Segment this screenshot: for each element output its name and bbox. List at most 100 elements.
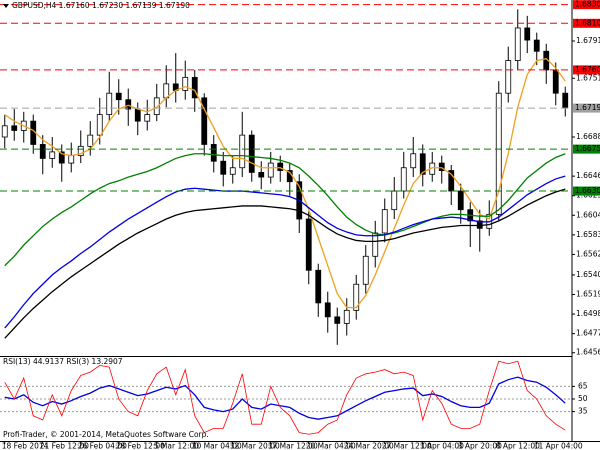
candle-body xyxy=(505,60,512,94)
y-tick-label: 1.66460 xyxy=(576,171,600,180)
moving-average xyxy=(4,188,566,339)
x-tick-label: 26 Feb 04:00 xyxy=(78,442,127,450)
x-tick-label: 3 Apr 20:00 xyxy=(458,442,502,450)
candle-body xyxy=(96,114,103,136)
candle-body xyxy=(514,27,521,61)
level-label: 1.67600 xyxy=(575,65,600,74)
candle-body xyxy=(419,153,426,175)
candle-body xyxy=(182,76,189,91)
level-label-box xyxy=(573,103,600,113)
candle-body xyxy=(144,114,151,122)
x-tick-label: 5 Mar 12:00 xyxy=(154,442,200,450)
candle-body xyxy=(391,190,398,211)
candle-body xyxy=(125,99,132,110)
y-tick-label: 1.64565 xyxy=(576,348,600,357)
candle-body xyxy=(324,302,331,318)
candle-body xyxy=(305,218,312,271)
candle-body xyxy=(39,144,46,159)
candle-body xyxy=(476,220,483,229)
x-tick-label: 24 Mar 20:00 xyxy=(344,442,394,450)
candle-body xyxy=(334,316,341,324)
chart-title: GBPUSD,H4 1.67160 1.67230 1.67139 1.6719… xyxy=(12,1,190,10)
level-label: 1.68300 xyxy=(575,0,600,9)
candle-body xyxy=(239,134,246,169)
candle-body xyxy=(258,172,265,178)
y-tick-label: 1.66040 xyxy=(576,210,600,219)
x-tick-label: 20 Mar 04:00 xyxy=(306,442,356,450)
moving-average xyxy=(4,153,566,267)
x-tick-label: 11 Apr 04:00 xyxy=(534,442,583,450)
y-tick-label: 1.65400 xyxy=(576,270,600,279)
y-tick-label: 1.67510 xyxy=(576,73,600,82)
moving-average xyxy=(4,175,566,329)
candle-body xyxy=(267,162,274,178)
rsi-line xyxy=(4,360,566,435)
candle-body xyxy=(87,134,94,147)
candle-body xyxy=(400,167,407,192)
candle-body xyxy=(11,125,18,131)
y-tick-label: 1.65190 xyxy=(576,289,600,298)
copyright: Profi-Trader, © 2001-2014, MetaQuotes So… xyxy=(3,430,209,439)
candle-body xyxy=(533,39,540,52)
x-tick-label: 10 Mar 04:00 xyxy=(192,442,242,450)
level-label: 1.68100 xyxy=(575,18,600,27)
candle-body xyxy=(115,92,122,101)
x-tick-label: 28 Feb 12:00 xyxy=(116,442,165,450)
candle-body xyxy=(106,92,113,116)
symbol-icon xyxy=(3,4,9,8)
y-tick-label: 1.64770 xyxy=(576,329,600,338)
x-tick-label: 1 Apr 04:00 xyxy=(420,442,464,450)
y-tick-label: 1.65830 xyxy=(576,230,600,239)
candle-body xyxy=(248,134,255,173)
candle-body xyxy=(495,92,502,215)
candle-body xyxy=(524,27,531,41)
candle-body xyxy=(210,144,217,162)
level-label: 1.66300 xyxy=(575,186,600,195)
level-label: 1.66750 xyxy=(575,144,600,153)
x-tick-label: 12 Mar 20:00 xyxy=(230,442,280,450)
candle-body xyxy=(315,269,322,304)
level-label-box xyxy=(573,65,600,75)
y-tick-label: 50 xyxy=(578,394,588,403)
candle-body xyxy=(49,151,56,159)
level-label-box xyxy=(573,186,600,196)
candle-body xyxy=(153,97,160,116)
candle-body xyxy=(201,97,208,145)
x-tick-label: 17 Mar 12:00 xyxy=(268,442,318,450)
candle-body xyxy=(362,255,369,285)
rsi-title: RSI(13) 44.9137 RSI(3) 13.2907 xyxy=(3,357,123,366)
candle-body xyxy=(438,162,445,171)
x-tick-label: 27 Mar 12:00 xyxy=(382,442,432,450)
y-tick-label: 35 xyxy=(578,407,588,416)
candle-body xyxy=(562,92,569,109)
candle-body xyxy=(457,190,464,211)
candle-body xyxy=(410,153,417,169)
level-label-box xyxy=(573,144,600,154)
candle-body xyxy=(58,151,65,164)
y-tick-label: 1.64980 xyxy=(576,309,600,318)
candle-body xyxy=(277,162,284,171)
candle-body xyxy=(353,283,360,311)
candle-body xyxy=(220,160,227,175)
candle-body xyxy=(372,232,379,257)
x-tick-label: 8 Apr 12:00 xyxy=(496,442,540,450)
rsi-line xyxy=(4,376,566,420)
y-tick-label: 65 xyxy=(578,381,588,390)
moving-average xyxy=(4,58,566,309)
candle-body xyxy=(343,309,350,324)
candle-body xyxy=(229,167,236,175)
y-tick-label: 1.67910 xyxy=(576,36,600,45)
level-label-box xyxy=(573,18,600,28)
y-tick-label: 1.66880 xyxy=(576,132,600,141)
x-tick-label: 21 Feb 12:00 xyxy=(40,442,89,450)
level-label-box xyxy=(573,0,600,10)
candle-body xyxy=(1,125,8,138)
x-tick-label: 18 Feb 2014 xyxy=(2,442,49,450)
candle-body xyxy=(552,69,559,94)
level-label: 1.67190 xyxy=(575,103,600,112)
y-tick-label: 1.65620 xyxy=(576,249,600,258)
candle-body xyxy=(134,108,141,122)
